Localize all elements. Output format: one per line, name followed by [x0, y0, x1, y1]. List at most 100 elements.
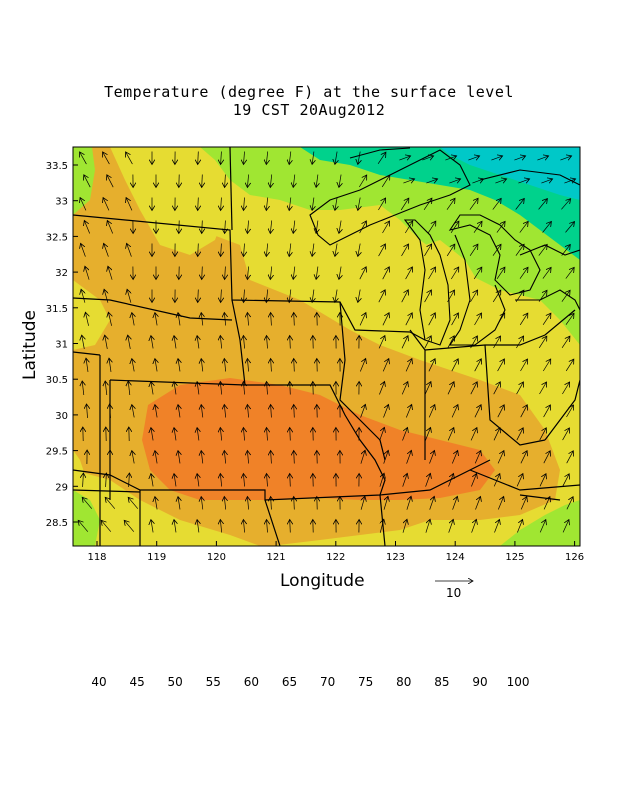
wind-vector — [427, 221, 436, 234]
wind-vector — [81, 243, 86, 257]
wind-vector — [379, 382, 384, 395]
wind-vector — [80, 152, 87, 165]
legend-label: 50 — [167, 675, 183, 689]
wind-vector — [201, 497, 203, 510]
wind-vector — [270, 174, 271, 188]
x-tick-label: 124 — [446, 552, 465, 563]
wind-vector — [381, 175, 390, 188]
wind-vector — [316, 174, 318, 188]
wind-vector — [128, 497, 139, 509]
wind-vector — [565, 359, 574, 372]
wind-vector — [360, 404, 366, 418]
wind-vector — [198, 243, 199, 257]
wind-vector — [451, 359, 458, 372]
wind-vector — [382, 359, 389, 372]
wind-vector — [520, 359, 528, 372]
wind-vector — [201, 359, 203, 372]
wind-vector — [244, 243, 245, 257]
wind-vector — [492, 244, 501, 256]
wind-vector — [539, 520, 546, 533]
wind-vector — [243, 336, 244, 349]
wind-vector — [151, 428, 153, 441]
wind-vector — [405, 267, 413, 280]
wind-vector — [86, 358, 88, 372]
wind-vector — [316, 220, 318, 234]
wind-vector — [294, 451, 295, 464]
wind-vector — [103, 198, 110, 211]
wind-vector — [520, 405, 528, 418]
wind-vector — [294, 313, 295, 326]
wind-vector — [266, 197, 267, 211]
wind-vector — [448, 519, 454, 533]
wind-vector — [424, 382, 431, 395]
wind-vector — [201, 451, 203, 464]
wind-vector — [335, 151, 337, 165]
wind-vector — [104, 243, 109, 257]
wind-vector — [155, 405, 157, 418]
wind-vector — [401, 382, 408, 395]
wind-vector — [247, 313, 248, 326]
wind-vector — [78, 520, 89, 532]
wind-vector — [474, 405, 481, 418]
wind-vector — [426, 179, 437, 183]
wind-vector — [492, 290, 501, 303]
wind-vector — [124, 520, 135, 532]
x-tick-label: 118 — [87, 552, 106, 563]
wind-vector — [379, 427, 385, 441]
wind-vector — [451, 267, 458, 280]
band-75-80-sw — [73, 470, 260, 546]
x-axis-label: Longitude — [280, 571, 365, 591]
wind-vector — [290, 520, 291, 533]
wind-vector — [515, 199, 525, 210]
wind-vector — [468, 156, 479, 160]
wind-vector — [87, 404, 88, 419]
wind-vector — [474, 359, 482, 372]
wind-vector — [359, 221, 367, 234]
wind-vector — [85, 266, 90, 280]
wind-vector — [514, 156, 525, 160]
x-tick-label: 121 — [267, 552, 286, 563]
wind-vector — [516, 428, 523, 441]
y-tick-label: 32.5 — [46, 232, 68, 243]
wind-vector — [448, 474, 454, 487]
wind-vector — [519, 313, 528, 326]
wind-vector — [174, 428, 176, 441]
wind-vector — [542, 222, 552, 233]
wind-vector — [110, 404, 111, 419]
wind-vector — [496, 267, 505, 279]
y-tick-label: 30.5 — [46, 375, 68, 386]
wind-vector — [84, 175, 91, 188]
wind-vector — [361, 496, 365, 510]
wind-vector — [494, 520, 500, 533]
wind-vector — [244, 151, 245, 165]
wind-vector — [339, 266, 341, 280]
wind-vector — [382, 313, 389, 326]
wind-vector — [247, 174, 248, 188]
wind-vector — [339, 174, 341, 188]
wind-vector — [541, 179, 552, 183]
wind-vector — [359, 175, 366, 188]
wind-vector — [538, 199, 548, 210]
wind-vector — [406, 496, 411, 510]
wind-vector — [220, 428, 221, 441]
wind-vector — [247, 359, 248, 372]
band-70-75-se — [500, 500, 580, 546]
wind-vector — [401, 290, 409, 303]
wind-vector — [81, 289, 85, 303]
wind-vector — [543, 359, 550, 372]
wind-vector — [220, 520, 221, 533]
wind-vector — [225, 266, 226, 280]
wind-vector — [519, 221, 528, 233]
wind-vector — [401, 336, 408, 349]
wind-vector — [178, 451, 180, 464]
wind-vector — [101, 520, 112, 532]
wind-vector — [201, 313, 203, 326]
wind-vector — [470, 336, 478, 349]
wind-vector — [519, 267, 528, 279]
wind-vector — [493, 336, 501, 349]
wind-vector — [224, 359, 225, 372]
wind-vector — [562, 382, 569, 395]
wind-vector — [445, 156, 456, 160]
temperature-field — [73, 147, 580, 546]
wind-vector — [452, 496, 458, 510]
